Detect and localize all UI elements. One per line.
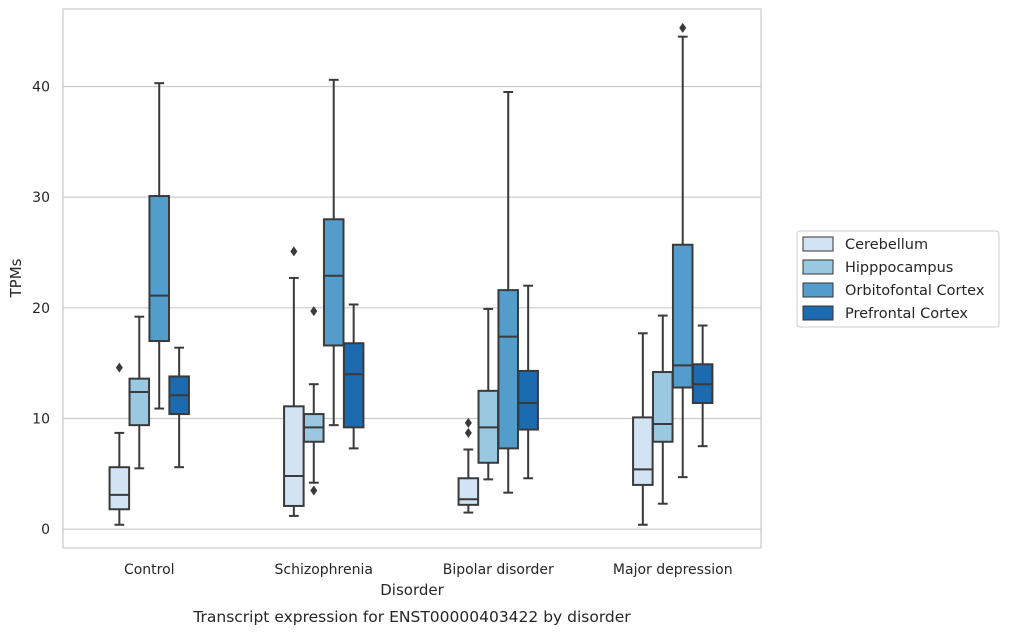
outlier-point-0: [115, 362, 123, 373]
legend-label-1: Hipppocampus: [845, 260, 953, 276]
box-3-2: [671, 22, 694, 479]
y-tick-label-10: 10: [32, 412, 50, 428]
legend-label-0: Cerebellum: [845, 237, 928, 253]
y-axis-label: TPMs: [7, 258, 25, 298]
outlier-point-0: [290, 246, 298, 257]
box-iqr: [108, 466, 131, 511]
box-iqr: [148, 195, 170, 343]
box-iqr: [671, 243, 694, 389]
box-1-3: [342, 303, 365, 450]
box-iqr: [457, 477, 480, 506]
outlier-point-1: [310, 306, 318, 317]
legend: Cerebellum Hipppocampus Orbitofontal Corte…: [796, 230, 1000, 328]
box-2-2: [497, 91, 519, 494]
y-tick-label-30: 30: [32, 190, 50, 206]
box-3-3: [691, 324, 714, 448]
outlier-point-0: [464, 427, 472, 438]
box-iqr: [632, 416, 654, 486]
x-tick-label-3: Major depression: [613, 562, 733, 578]
box-3-1: [652, 314, 674, 505]
plot-frame: [62, 8, 762, 549]
legend-frame: [796, 230, 1000, 328]
box-1-2: [322, 78, 345, 427]
y-tick-label-40: 40: [32, 79, 50, 95]
legend-swatch-3: [802, 305, 834, 321]
box-iqr: [283, 405, 305, 507]
outlier-point-0: [679, 22, 687, 33]
box-0-0: [108, 362, 131, 526]
x-tick-labels: Control Schizophrenia Bipolar disorder Majo…: [124, 562, 733, 578]
y-tick-label-0: 0: [41, 522, 50, 538]
box-3-0: [632, 332, 654, 526]
box-iqr: [517, 369, 539, 431]
box-series: [108, 22, 714, 526]
box-iqr: [322, 218, 345, 347]
x-tick-label-1: Schizophrenia: [275, 562, 373, 578]
chart-caption: Transcript expression for ENST0000040342…: [192, 608, 631, 626]
x-tick-label-0: Control: [124, 562, 175, 578]
y-tick-label-20: 20: [32, 301, 50, 317]
box-2-0: [457, 417, 480, 514]
box-1-0: [283, 246, 305, 517]
x-axis-label: Disorder: [380, 581, 444, 599]
outlier-point-1: [464, 417, 472, 428]
legend-swatch-2: [802, 282, 834, 298]
box-iqr: [652, 371, 674, 443]
box-2-3: [517, 284, 539, 480]
legend-swatch-0: [802, 236, 834, 252]
box-0-1: [128, 315, 151, 470]
box-iqr: [497, 289, 519, 450]
box-iqr: [342, 342, 365, 429]
box-0-3: [168, 346, 190, 469]
x-tick-label-2: Bipolar disorder: [443, 562, 554, 578]
box-1-1: [303, 306, 325, 496]
y-tick-labels: 0 10 20 30 40: [32, 79, 50, 538]
legend-swatch-1: [802, 259, 834, 275]
legend-label-3: Prefrontal Cortex: [845, 306, 968, 322]
outlier-point-0: [310, 485, 318, 496]
box-0-2: [148, 82, 170, 410]
box-2-1: [477, 307, 500, 481]
box-iqr: [128, 377, 151, 427]
legend-label-2: Orbitofontal Cortex: [845, 283, 985, 299]
